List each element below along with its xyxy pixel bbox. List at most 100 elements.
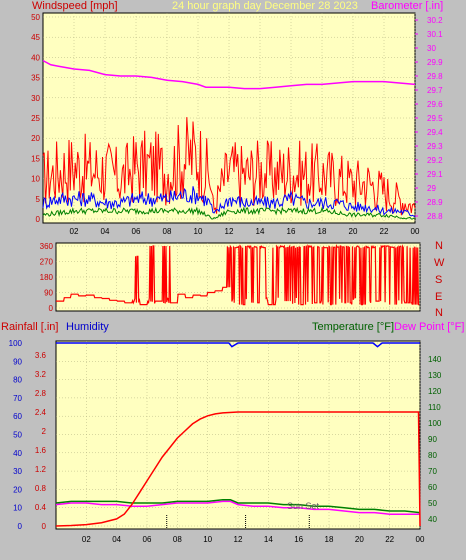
climate-x-tick: 10 bbox=[203, 535, 212, 544]
temperature-y-tick: 80 bbox=[428, 451, 437, 460]
temperature-y-tick: 100 bbox=[428, 419, 442, 428]
wind-y-tick: 35 bbox=[31, 74, 40, 83]
rainfall-y-tick: 0.4 bbox=[35, 503, 47, 512]
climate-x-tick: 22 bbox=[385, 535, 394, 544]
rainfall-y-tick: 1.2 bbox=[35, 465, 47, 474]
compass-label-w: W bbox=[434, 257, 445, 269]
barometer-y-tick: 30.1 bbox=[427, 30, 443, 39]
temperature-y-tick: 60 bbox=[428, 483, 437, 492]
humidity-y-tick: 0 bbox=[18, 522, 23, 531]
wind-x-tick: 06 bbox=[132, 227, 141, 236]
wind-y-tick: 30 bbox=[31, 94, 40, 103]
temperature-y-tick: 130 bbox=[428, 371, 442, 380]
rainfall-y-tick: 1.6 bbox=[35, 446, 47, 455]
direction-y-tick: 360 bbox=[40, 242, 54, 251]
barometer-y-tick: 30 bbox=[427, 44, 436, 53]
compass-label-n-bottom: N bbox=[435, 307, 443, 319]
climate-x-tick: 18 bbox=[325, 535, 334, 544]
wind-y-tick: 15 bbox=[31, 154, 40, 163]
wind-y-tick: 20 bbox=[31, 134, 40, 143]
humidity-series bbox=[56, 342, 420, 348]
temperature-y-tick: 50 bbox=[428, 499, 437, 508]
barometer-y-tick: 29.9 bbox=[427, 58, 443, 67]
temperature-y-tick: 110 bbox=[428, 403, 441, 412]
temperature-y-tick: 70 bbox=[428, 467, 437, 476]
direction-y-tick: 270 bbox=[40, 258, 54, 267]
temperature-series bbox=[55, 499, 421, 514]
rainfall-y-tick: 3.2 bbox=[35, 370, 47, 379]
temperature-y-tick: 40 bbox=[428, 515, 437, 524]
barometer-y-tick: 29.8 bbox=[427, 72, 443, 81]
wind-y-tick: 45 bbox=[31, 33, 40, 42]
wind-x-tick: 14 bbox=[256, 227, 265, 236]
humidity-y-tick: 50 bbox=[13, 431, 22, 440]
temperature-y-tick: 120 bbox=[428, 387, 442, 396]
direction-y-tick: 180 bbox=[40, 273, 54, 282]
rainfall-axis-title: Rainfall [.in] bbox=[1, 321, 58, 333]
climate-x-tick: 08 bbox=[173, 535, 182, 544]
barometer-y-tick: 29.4 bbox=[427, 128, 443, 137]
temperature-y-tick: 140 bbox=[428, 355, 442, 364]
wind-x-tick: 02 bbox=[70, 227, 79, 236]
rainfall-y-tick: 0.8 bbox=[35, 484, 47, 493]
compass-label-s: S bbox=[435, 274, 442, 286]
barometer-y-tick: 28.9 bbox=[427, 198, 443, 207]
barometer-y-tick: 29 bbox=[427, 184, 436, 193]
climate-x-tick: 12 bbox=[234, 535, 243, 544]
compass-label-n-top: N bbox=[435, 240, 443, 252]
barometer-axis-title: Barometer [.in] bbox=[371, 0, 443, 12]
sunset-annotation: Sun Set bbox=[287, 501, 320, 511]
compass-label-e: E bbox=[435, 291, 442, 303]
wind-x-tick: 12 bbox=[225, 227, 234, 236]
climate-x-tick: 06 bbox=[143, 535, 152, 544]
wind-x-tick: 08 bbox=[163, 227, 172, 236]
barometer-y-tick: 29.1 bbox=[427, 170, 443, 179]
humidity-y-tick: 70 bbox=[13, 394, 22, 403]
rainfall-y-tick: 0 bbox=[42, 522, 47, 531]
barometer-y-tick: 29.7 bbox=[427, 86, 443, 95]
barometer-y-tick: 29.6 bbox=[427, 100, 443, 109]
humidity-y-tick: 60 bbox=[13, 412, 22, 421]
rainfall-y-tick: 2.8 bbox=[35, 389, 47, 398]
barometer-series bbox=[42, 59, 416, 90]
wind-max-series bbox=[42, 117, 416, 216]
humidity-y-tick: 10 bbox=[13, 504, 22, 513]
humidity-y-tick: 80 bbox=[13, 376, 22, 385]
humidity-y-tick: 100 bbox=[9, 339, 23, 348]
direction-y-tick: 0 bbox=[49, 304, 54, 313]
barometer-y-tick: 28.8 bbox=[427, 212, 443, 221]
wind-x-tick: 22 bbox=[380, 227, 389, 236]
humidity-axis-title: Humidity bbox=[66, 321, 109, 333]
rainfall-series bbox=[55, 411, 421, 527]
barometer-y-tick: 29.5 bbox=[427, 114, 443, 123]
wind-x-tick: 00 bbox=[411, 227, 420, 236]
wind-x-tick: 04 bbox=[101, 227, 110, 236]
climate-x-tick: 20 bbox=[355, 535, 364, 544]
wind-x-tick: 10 bbox=[194, 227, 203, 236]
rainfall-y-tick: 3.6 bbox=[35, 351, 47, 360]
wind-y-tick: 5 bbox=[36, 195, 41, 204]
wind-y-tick: 10 bbox=[31, 175, 40, 184]
climate-x-tick: 00 bbox=[416, 535, 425, 544]
barometer-y-tick: 30.2 bbox=[427, 16, 443, 25]
wind-min-series bbox=[42, 206, 416, 220]
wind-x-tick: 18 bbox=[318, 227, 327, 236]
wind-x-tick: 20 bbox=[349, 227, 358, 236]
wind-avg-series bbox=[42, 186, 416, 218]
barometer-y-tick: 29.3 bbox=[427, 142, 443, 151]
temperature-axis-title: Temperature [°F] bbox=[312, 321, 394, 333]
climate-x-tick: 02 bbox=[82, 535, 91, 544]
direction-y-tick: 90 bbox=[44, 289, 53, 298]
wind-y-tick: 25 bbox=[31, 114, 40, 123]
climate-x-tick: 14 bbox=[264, 535, 273, 544]
climate-x-tick: 04 bbox=[112, 535, 121, 544]
dewpoint-axis-title: Dew Point [°F] bbox=[394, 321, 464, 333]
barometer-y-tick: 29.2 bbox=[427, 156, 443, 165]
windspeed-axis-title: Windspeed [mph] bbox=[32, 0, 118, 12]
graph-date-title: 24 hour graph day December 28 2023 bbox=[172, 0, 358, 12]
wind-y-tick: 40 bbox=[31, 53, 40, 62]
rainfall-y-tick: 2 bbox=[42, 427, 47, 436]
humidity-y-tick: 30 bbox=[13, 467, 22, 476]
